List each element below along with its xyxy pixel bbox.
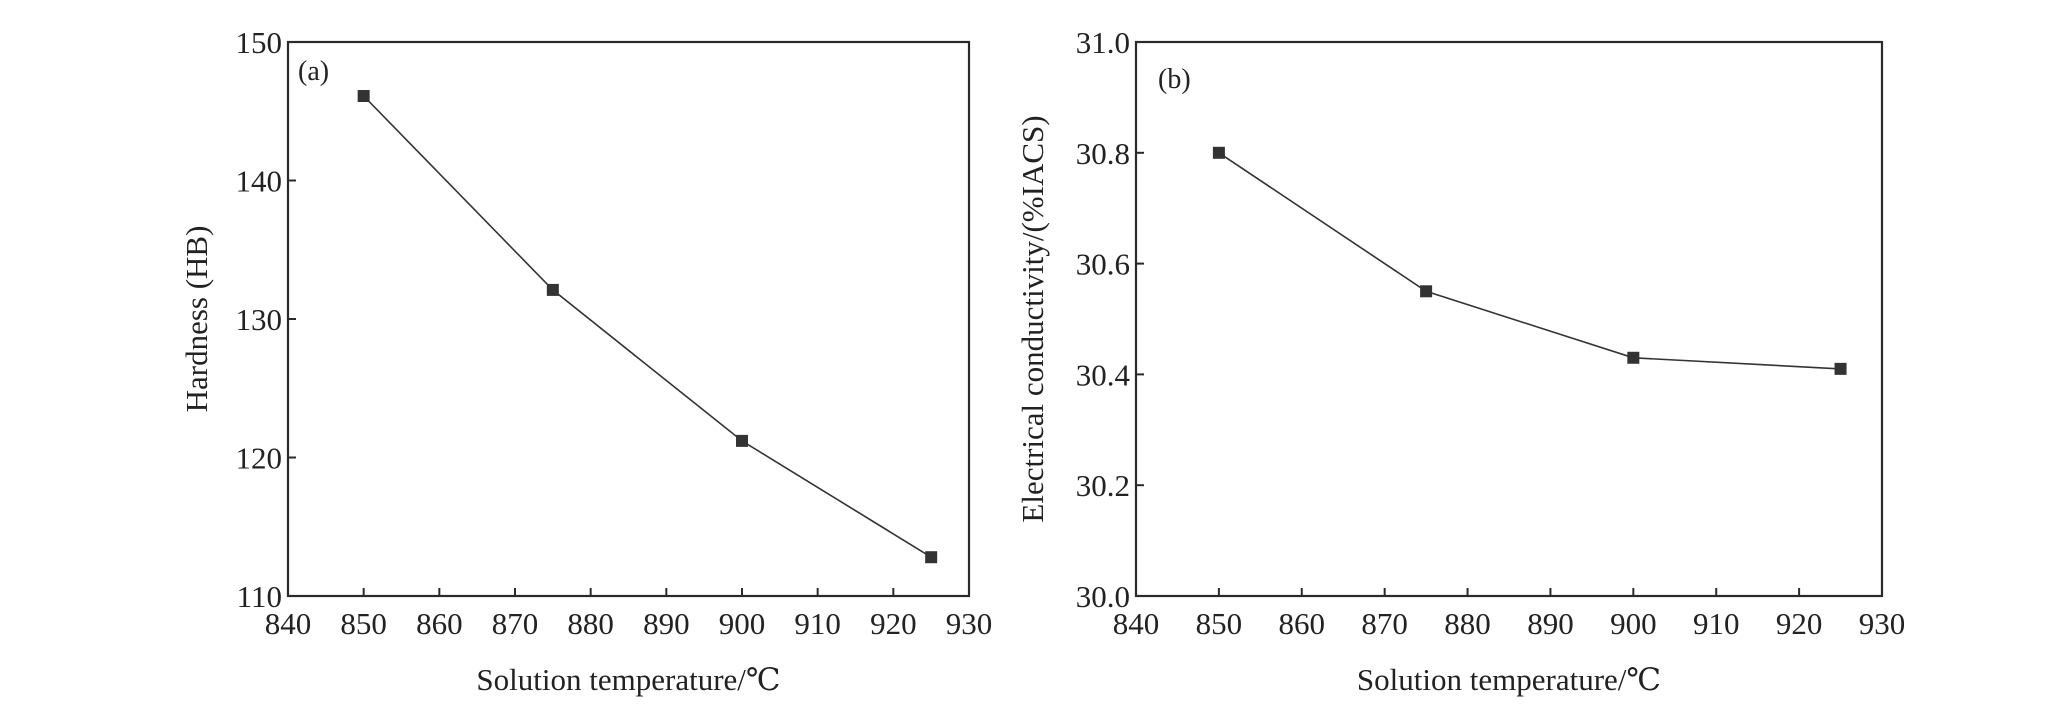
x-tick-label: 920 <box>1776 606 1823 641</box>
y-axis-title: Electrical conductivity/(%IACS) <box>1015 115 1050 522</box>
series-line <box>1218 152 1841 370</box>
x-tick-label: 890 <box>643 606 690 641</box>
x-tick-label: 910 <box>794 606 841 641</box>
y-axis-title: Hardness (HB) <box>179 226 214 413</box>
x-tick-label: 900 <box>719 606 766 641</box>
data-series <box>1212 146 1847 375</box>
x-axis-ticks: 840 850 860 870 880 890 900 910 920 930 <box>1113 588 1906 641</box>
data-point-marker <box>1420 285 1433 298</box>
x-tick-label: 860 <box>1279 606 1326 641</box>
y-tick-label: 140 <box>236 164 283 199</box>
panel-label: (b) <box>1158 64 1191 95</box>
x-axis-title: Solution temperature/℃ <box>476 662 780 697</box>
x-tick-label: 840 <box>265 606 312 641</box>
data-point-marker <box>357 90 370 103</box>
x-tick-label: 890 <box>1527 606 1574 641</box>
panel-label: (a) <box>298 56 329 87</box>
x-tick-label: 880 <box>1444 606 1491 641</box>
data-point-marker <box>546 283 559 296</box>
y-tick-label: 120 <box>236 441 283 476</box>
data-series <box>357 90 938 564</box>
y-tick-label: 30.0 <box>1076 579 1130 614</box>
panel-a: 840 850 860 870 880 890 900 910 920 930 110 120 130… <box>179 25 992 697</box>
x-axis-ticks: 840 850 860 870 880 890 900 910 920 930 <box>265 588 993 641</box>
x-tick-label: 840 <box>1113 606 1160 641</box>
y-tick-label: 30.8 <box>1076 136 1130 171</box>
y-tick-label: 30.4 <box>1076 357 1131 392</box>
data-point-marker <box>1834 362 1847 375</box>
y-tick-label: 30.6 <box>1076 247 1130 282</box>
x-tick-label: 920 <box>870 606 917 641</box>
panel-b: 840 850 860 870 880 890 900 910 920 930 30.030.23… <box>1015 25 1905 697</box>
y-tick-label: 150 <box>236 25 283 60</box>
x-tick-label: 900 <box>1610 606 1657 641</box>
x-tick-label: 930 <box>1859 606 1906 641</box>
data-point-marker <box>1212 146 1225 159</box>
x-tick-label: 870 <box>1361 606 1408 641</box>
series-line <box>363 95 932 558</box>
y-axis-ticks: 110 120 130 140 150 <box>236 25 296 614</box>
x-tick-label: 910 <box>1693 606 1740 641</box>
y-tick-label: 31.0 <box>1076 25 1130 60</box>
x-axis-title: Solution temperature/℃ <box>1357 662 1661 697</box>
plot-frame <box>286 40 971 598</box>
y-axis-ticks: 30.0 30.2 30.4 30.6 30.8 31.0 <box>1076 25 1144 614</box>
x-tick-label: 850 <box>1196 606 1243 641</box>
x-tick-label: 880 <box>567 606 614 641</box>
x-tick-label: 850 <box>340 606 387 641</box>
plot-frame <box>1134 40 1884 598</box>
x-tick-label: 930 <box>946 606 993 641</box>
x-tick-label: 870 <box>492 606 539 641</box>
y-tick-label: 130 <box>236 302 283 337</box>
y-tick-label: 30.2 <box>1076 468 1130 503</box>
y-tick-label: 110 <box>237 579 282 614</box>
data-point-marker <box>925 551 938 564</box>
data-point-marker <box>736 434 748 447</box>
x-tick-label: 860 <box>416 606 463 641</box>
data-point-marker <box>1627 351 1640 364</box>
